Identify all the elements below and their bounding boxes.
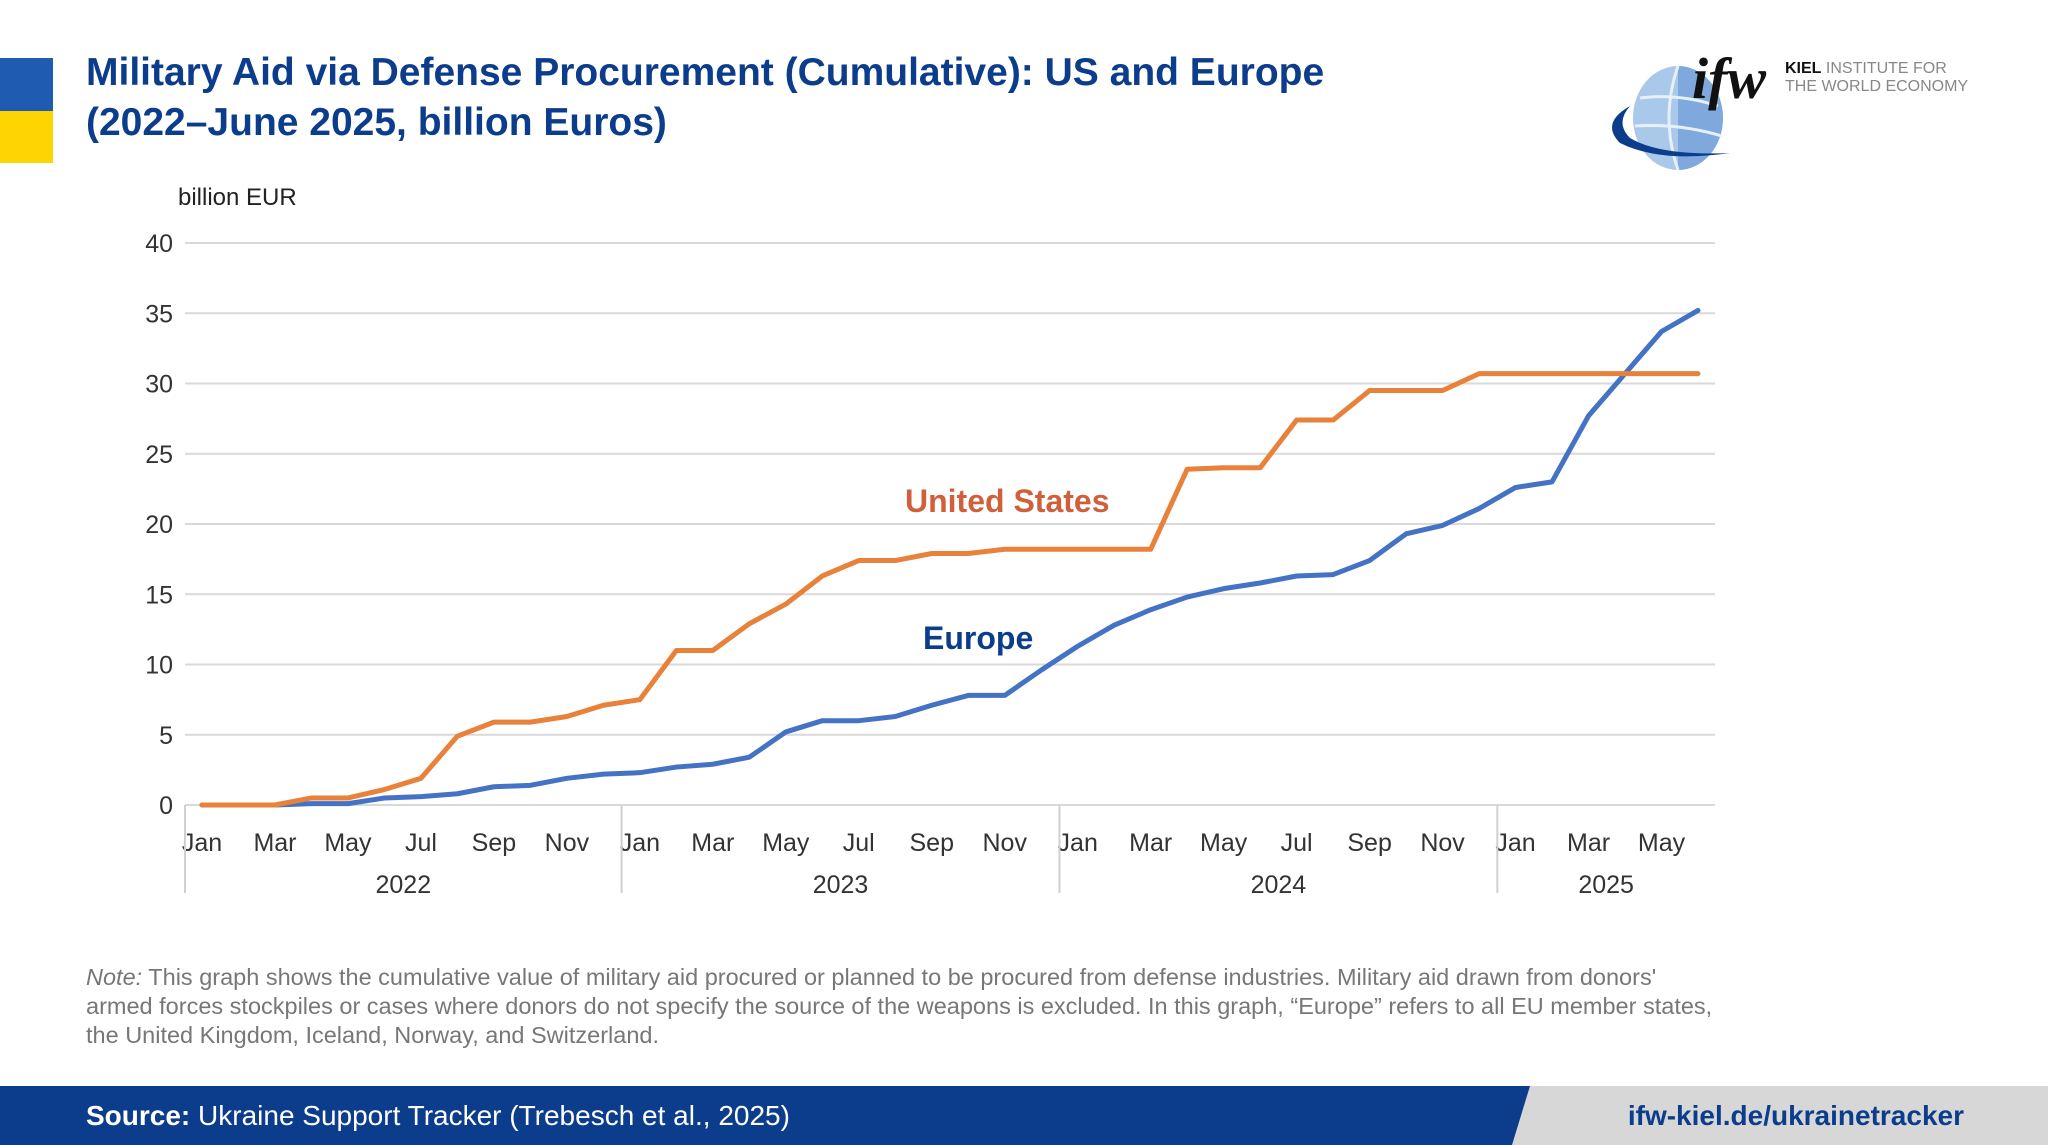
logo-line-2: THE WORLD ECONOMY (1785, 78, 1969, 95)
x-tick-label: Sep (472, 829, 516, 857)
x-tick-label: Nov (982, 829, 1027, 857)
x-tick-label: May (1638, 829, 1686, 857)
year-label: 2024 (1251, 871, 1307, 899)
x-tick-label: Jan (1058, 829, 1098, 857)
logo-text: KIEL INSTITUTE FOR THE WORLD ECONOMY (1785, 60, 1968, 96)
x-tick-label: Jan (182, 829, 222, 857)
series-label-europe: Europe (923, 620, 1033, 656)
x-tick-label: Jan (620, 829, 660, 857)
note-text: This graph shows the cumulative value of… (86, 964, 1713, 1048)
y-axis-label: billion EUR (178, 184, 297, 211)
source-text: Ukraine Support Tracker (Trebesch et al.… (190, 1100, 790, 1131)
x-tick-label: Nov (545, 829, 590, 857)
y-tick-label: 20 (145, 511, 173, 539)
title-line-2: (2022–June 2025, billion Euros) (86, 101, 667, 144)
year-label: 2025 (1578, 871, 1634, 899)
tracker-link[interactable]: ifw-kiel.de/ukrainetracker (1627, 1100, 1964, 1131)
y-tick-label: 40 (145, 230, 173, 258)
x-tick-label: May (324, 829, 372, 857)
y-tick-label: 15 (145, 581, 173, 609)
source-label: Source: (86, 1100, 191, 1131)
y-tick-label: 5 (159, 722, 173, 750)
source: Source: Ukraine Support Tracker (Trebesc… (86, 1100, 790, 1132)
footer: Source: Ukraine Support Tracker (Trebesc… (0, 1086, 2048, 1145)
x-tick-label: Jul (1281, 829, 1313, 857)
x-tick-label: Jul (843, 829, 875, 857)
x-tick-label: May (762, 829, 810, 857)
x-tick-label: Mar (1129, 829, 1172, 857)
x-tick-label: Jul (405, 829, 437, 857)
footer-source-bar: Source: Ukraine Support Tracker (Trebesc… (0, 1086, 1530, 1145)
year-label: 2023 (813, 871, 869, 899)
series-line-us (199, 371, 1701, 808)
note: Note: This graph shows the cumulative va… (86, 963, 1726, 1050)
series-line-europe (199, 307, 1701, 808)
logo-bold: KIEL (1785, 60, 1822, 77)
flag-yellow (0, 111, 53, 163)
y-tick-label: 30 (145, 371, 173, 399)
chart-title: Military Aid via Defense Procurement (Cu… (86, 48, 1486, 148)
y-tick-label: 25 (145, 441, 173, 469)
logo-line-1: INSTITUTE FOR (1825, 60, 1947, 77)
x-tick-label: May (1200, 829, 1248, 857)
x-tick-label: Mar (1567, 829, 1610, 857)
x-tick-label: Sep (1347, 829, 1391, 857)
x-tick-label: Nov (1420, 829, 1465, 857)
note-label: Note: (86, 964, 143, 990)
series-label-us: United States (905, 483, 1109, 519)
y-tick-label: 10 (145, 652, 173, 680)
y-tick-label: 0 (159, 792, 173, 820)
svg-text:ifw: ifw (1692, 46, 1766, 111)
x-tick-label: Sep (910, 829, 954, 857)
year-label: 2022 (375, 871, 431, 899)
title-line-1: Military Aid via Defense Procurement (Cu… (86, 51, 1325, 94)
x-tick-label: Mar (253, 829, 296, 857)
y-tick-label: 35 (145, 300, 173, 328)
x-tick-label: Jan (1495, 829, 1535, 857)
x-tick-label: Mar (691, 829, 734, 857)
ifw-logo: ifw (1612, 46, 1766, 171)
flag-blue (0, 58, 53, 111)
